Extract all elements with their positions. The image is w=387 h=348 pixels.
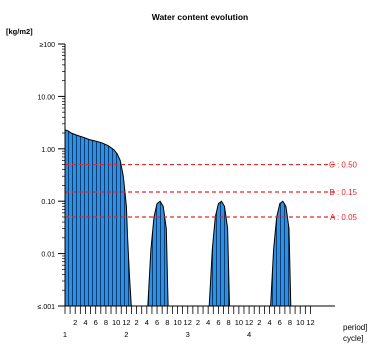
y-ticks-group: ≥100 10.00 1.00 0.10 0.01 ≤.001 [37, 42, 65, 311]
x-period-tick-label: 12 [245, 318, 253, 327]
x-period-tick-label: 10 [235, 318, 243, 327]
x-cycle-tick-label: 2 [124, 330, 128, 339]
x-period-tick-label: 4 [267, 318, 271, 327]
y-tick-label: 0.01 [41, 252, 55, 259]
x-cycle-tick-label: 4 [247, 330, 251, 339]
x-period-tick-label: 8 [104, 318, 108, 327]
y-tick-label: 0.10 [41, 199, 55, 206]
x-cycle-tick-label: 3 [186, 330, 190, 339]
y-tick-label: ≤.001 [38, 304, 56, 311]
reference-line-label-0: C : 0.50 [329, 161, 358, 170]
x-period-tick-label: 10 [296, 318, 304, 327]
chart-title: Water content evolution [152, 12, 249, 22]
y-axis-unit-label: [kg/m2] [6, 27, 33, 36]
x-period-tick-label: 2 [73, 318, 77, 327]
reference-line-label-1: B : 0.15 [329, 188, 357, 197]
x-period-tick-label: 8 [227, 318, 231, 327]
x-period-tick-label: 12 [122, 318, 130, 327]
x-period-tick-label: 12 [306, 318, 314, 327]
x-period-tick-label: 4 [145, 318, 149, 327]
y-tick-label: ≥100 [39, 42, 55, 49]
x-period-tick-label: 8 [165, 318, 169, 327]
x-period-tick-label: 6 [216, 318, 220, 327]
x-period-tick-label: 2 [257, 318, 261, 327]
x-axis-period-label: period] [343, 323, 367, 332]
x-period-tick-label: 2 [196, 318, 200, 327]
x-period-tick-label: 10 [112, 318, 120, 327]
x-period-tick-label: 4 [206, 318, 210, 327]
series-area-group [64, 129, 292, 307]
x-period-tick-label: 10 [173, 318, 181, 327]
x-period-tick-label: 12 [184, 318, 192, 327]
reference-lines-group: C : 0.50 B : 0.15 A : 0.05 [65, 161, 358, 222]
x-period-tick-label: 4 [83, 318, 87, 327]
x-ticks-group: 2 4 6 8 10 12 2 4 6 8 10 12 2 4 6 8 10 12 2 4 6 8 10 121 2 3 4 [63, 306, 315, 339]
x-period-tick-label: 6 [278, 318, 282, 327]
y-tick-label: 1.00 [41, 147, 55, 154]
x-cycle-tick-label: 1 [63, 330, 67, 339]
reference-line-label-2: A : 0.05 [330, 213, 358, 222]
x-period-tick-label: 8 [288, 318, 292, 327]
water-content-area-0 [64, 129, 292, 307]
x-period-tick-label: 6 [94, 318, 98, 327]
y-tick-label: 10.00 [37, 94, 55, 101]
x-axis-cycle-label: cycle] [343, 334, 363, 343]
x-period-tick-label: 2 [135, 318, 139, 327]
x-period-tick-label: 6 [155, 318, 159, 327]
